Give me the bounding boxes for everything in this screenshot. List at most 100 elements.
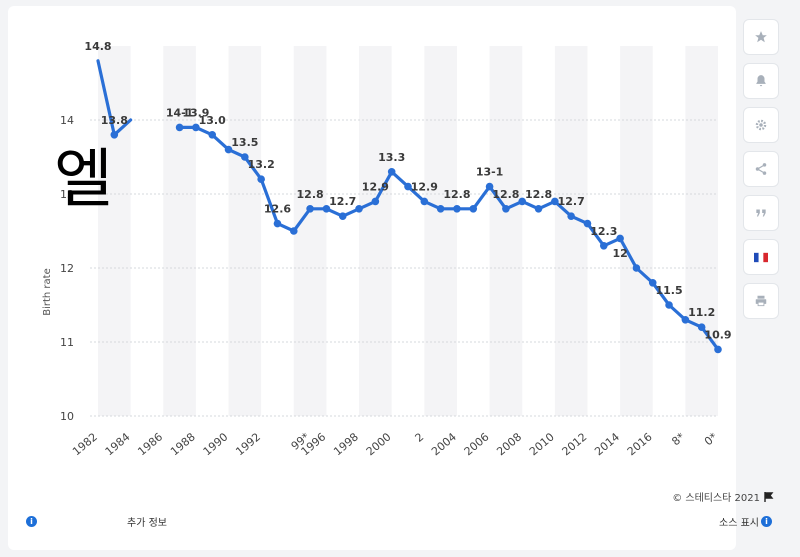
data-label: 12.8 (443, 188, 470, 201)
data-label: 12 (612, 247, 627, 260)
background-band (163, 46, 196, 416)
star-icon (755, 31, 767, 43)
more-info-link[interactable]: i 추가 정보 (26, 514, 167, 529)
y-tick-label: 14 (60, 114, 74, 127)
alert-button[interactable] (743, 63, 779, 99)
data-point (175, 123, 184, 132)
data-point (469, 205, 478, 213)
background-band (554, 46, 588, 416)
background-band (293, 46, 327, 416)
settings-button[interactable] (743, 107, 779, 143)
background-band (620, 46, 653, 416)
data-point (599, 242, 608, 250)
bell-icon (756, 75, 766, 87)
data-point (665, 301, 673, 309)
flag-icon (764, 491, 774, 502)
data-point (404, 182, 412, 191)
data-label: 13.5 (231, 136, 258, 149)
data-label: 12.7 (329, 195, 356, 208)
star-button[interactable] (743, 19, 779, 55)
data-label: 13.2 (248, 158, 275, 171)
gear-icon (755, 119, 767, 131)
data-point (355, 205, 363, 213)
data-point (241, 153, 249, 161)
data-point (224, 145, 233, 154)
x-tick-label: 2006 (462, 430, 492, 458)
data-point (485, 182, 494, 191)
x-tick-label: 2008 (494, 430, 524, 458)
data-point (551, 197, 559, 206)
overlay-glyph: 엘 (54, 143, 113, 217)
y-tick-label: 11 (60, 336, 74, 349)
toolbar (743, 19, 779, 327)
x-tick-label: 2010 (527, 430, 557, 458)
data-point (289, 227, 298, 235)
x-tick-label: 1990 (201, 430, 231, 458)
x-tick-label: 2016 (625, 430, 655, 458)
y-tick-label: 10 (60, 410, 74, 423)
copyright-text: © 스테티스타 2021 (672, 493, 760, 504)
data-label: 12.3 (590, 225, 617, 238)
data-point (371, 197, 380, 206)
data-point (273, 219, 282, 228)
data-point (648, 279, 657, 287)
data-point (697, 323, 706, 332)
share-button[interactable] (743, 151, 779, 187)
background-band (359, 46, 392, 416)
data-point (192, 123, 200, 132)
data-label: 12.8 (492, 188, 519, 201)
data-label: 13-1 (476, 166, 504, 179)
source-label: 소스 표시 (719, 518, 759, 529)
data-point (518, 197, 527, 206)
data-point (567, 212, 575, 220)
data-point (714, 345, 722, 354)
data-label: 11.5 (655, 284, 682, 297)
x-tick-label: 2 (413, 430, 427, 444)
x-tick-label: 1998 (331, 430, 361, 458)
background-band (489, 46, 523, 416)
x-tick-label: 2012 (560, 430, 590, 458)
data-point (502, 205, 510, 213)
data-label: 13.8 (101, 114, 128, 127)
data-label: 12.9 (362, 180, 389, 193)
data-point (632, 264, 641, 272)
x-tick-label: 1982 (70, 430, 100, 458)
source-link[interactable]: 소스 표시 i (719, 514, 772, 529)
data-point (387, 168, 396, 176)
data-point (338, 212, 347, 220)
data-label: 12.6 (264, 203, 291, 216)
background-band (685, 46, 718, 416)
background-band (228, 46, 262, 416)
data-point (322, 205, 331, 213)
share-icon (755, 163, 767, 175)
y-axis-label: Birth rate (42, 268, 53, 316)
data-label: 13.9 (182, 106, 209, 119)
data-point (534, 205, 543, 213)
series-line (178, 125, 720, 351)
language-button[interactable] (743, 239, 779, 275)
x-tick-label: 1984 (103, 430, 133, 458)
data-point (681, 316, 690, 324)
data-label: 10.9 (704, 328, 731, 341)
background-band (98, 46, 131, 416)
info-icon: i (761, 516, 772, 527)
data-label: 12.7 (558, 195, 585, 208)
data-label: 12.9 (411, 180, 438, 193)
data-label: 11.2 (688, 306, 715, 319)
data-point (420, 197, 429, 206)
data-point (110, 131, 119, 139)
print-button[interactable] (743, 283, 779, 319)
data-label: 13.0 (199, 114, 226, 127)
x-tick-label: 2004 (429, 430, 459, 458)
y-tick-label: 13 (60, 188, 74, 201)
cite-button[interactable] (743, 195, 779, 231)
print-icon (755, 295, 767, 307)
x-tick-label: 2000 (364, 430, 394, 458)
data-point (436, 205, 445, 213)
data-point (453, 205, 461, 213)
x-tick-label: 0* (702, 430, 720, 448)
x-tick-label: 1988 (168, 430, 198, 458)
data-label: 12.8 (297, 188, 324, 201)
data-label: 14-1 (166, 106, 194, 119)
